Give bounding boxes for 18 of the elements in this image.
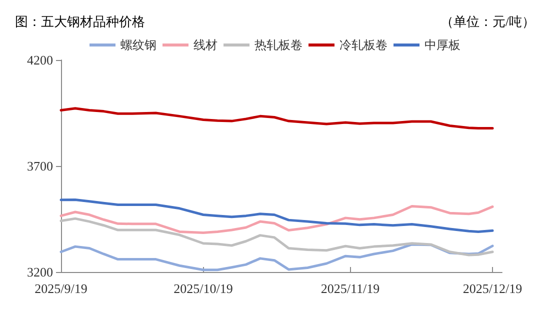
legend-label: 冷轧板卷 (340, 38, 388, 52)
line-series (60, 217, 494, 256)
x-tick-label: 2025/9/19 (34, 281, 88, 296)
y-tick-label: 3700 (27, 158, 53, 174)
legend-label: 螺纹钢 (120, 38, 156, 52)
x-tick-label: 2025/10/19 (174, 281, 233, 296)
y-tick-label: 4200 (27, 52, 53, 68)
line-series (60, 205, 494, 234)
line-series (60, 198, 494, 233)
legend-label: 热轧板卷 (254, 38, 302, 52)
x-tick-label: 2025/12/19 (462, 281, 522, 296)
x-tick-label: 2025/11/19 (320, 281, 380, 296)
y-tick-label: 3200 (27, 264, 53, 280)
legend-label: 线材 (194, 38, 218, 52)
legend-label: 中厚板 (424, 38, 460, 52)
chart-subtitle: （单位：元/吨） (440, 14, 536, 29)
line-series (60, 107, 494, 130)
chart-title: 图：五大钢材品种价格 (15, 14, 145, 29)
